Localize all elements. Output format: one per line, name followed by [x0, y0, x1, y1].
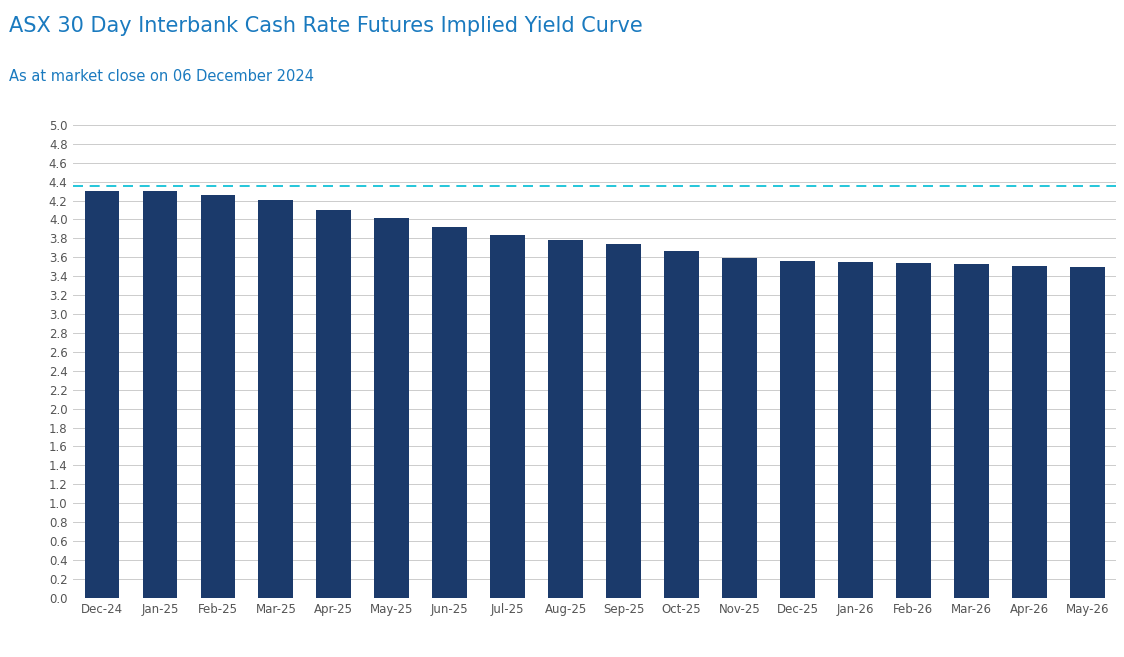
- Bar: [839, 261, 872, 598]
- Bar: [374, 217, 409, 598]
- Bar: [606, 244, 641, 598]
- Bar: [664, 251, 699, 598]
- Bar: [954, 264, 989, 598]
- Bar: [84, 191, 119, 598]
- Bar: [143, 191, 178, 598]
- Bar: [1012, 266, 1046, 598]
- Bar: [1070, 267, 1105, 598]
- Bar: [200, 195, 235, 598]
- Bar: [259, 200, 293, 598]
- Bar: [780, 261, 815, 598]
- Bar: [317, 210, 351, 598]
- Bar: [549, 240, 583, 598]
- Bar: [433, 227, 468, 598]
- Bar: [490, 235, 525, 598]
- Text: As at market close on 06 December 2024: As at market close on 06 December 2024: [9, 69, 314, 84]
- Bar: [896, 263, 931, 598]
- Bar: [722, 258, 756, 598]
- Text: ASX 30 Day Interbank Cash Rate Futures Implied Yield Curve: ASX 30 Day Interbank Cash Rate Futures I…: [9, 16, 643, 36]
